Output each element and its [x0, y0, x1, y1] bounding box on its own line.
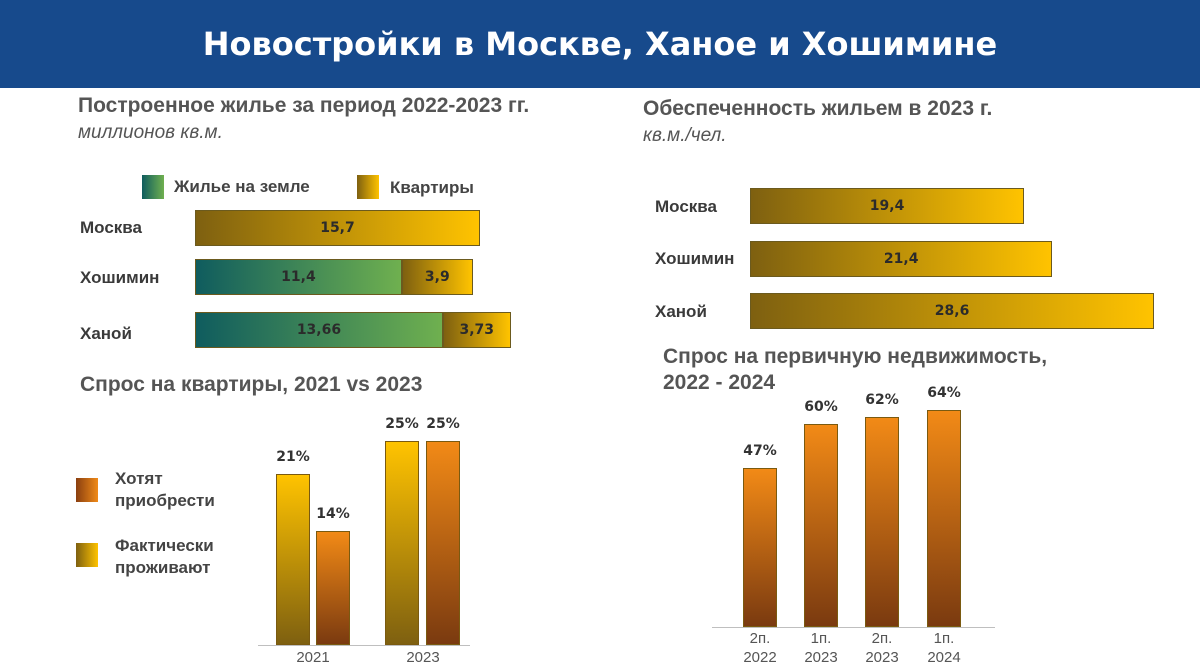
bar-want-to-buy [316, 530, 350, 645]
bar-value-label: 21% [276, 448, 310, 465]
bar-housing-provision: 21,4 [750, 241, 1053, 277]
bar-want-to-buy [426, 441, 460, 645]
bar-value-label: 28,6 [934, 303, 970, 319]
category-label: Москва [655, 197, 717, 216]
built-housing-title: Построенное жилье за период 2022-2023 гг… [78, 94, 530, 117]
category-label: Хошимин [80, 268, 160, 287]
bar-actually-live [385, 441, 419, 645]
bar-apartments: 3,73 [442, 312, 511, 348]
x-tick-label: 2п. 2023 [865, 630, 899, 666]
legend-label-land-housing: Жилье на земле [174, 177, 310, 196]
bar-value-label: 47% [743, 442, 777, 459]
legend-label-actually-live: Фактически проживают [115, 536, 214, 577]
legend-swatch-want-to-buy [76, 478, 98, 502]
bar-value-label: 62% [865, 391, 899, 408]
bar-primary-demand [927, 410, 961, 627]
bar-value-label: 3,9 [424, 269, 450, 285]
bar-value-label: 15,7 [320, 220, 355, 236]
bar-value-label: 21,4 [883, 251, 919, 267]
category-label: Москва [80, 218, 142, 237]
category-label: Ханой [80, 324, 132, 343]
legend-swatch-actually-live [76, 543, 98, 567]
x-tick-label: 2023 [406, 649, 440, 666]
bar-value-label: 60% [804, 398, 838, 415]
primary-demand-title-line1: Спрос на первичную недвижимость, [663, 345, 1048, 368]
legend-label-want-to-buy: Хотят приобрести [115, 469, 215, 510]
legend-swatch-apartments [357, 175, 379, 199]
legend-label-apartments: Квартиры [390, 178, 474, 197]
bar-housing-provision: 28,6 [750, 293, 1155, 329]
bar-value-label: 3,73 [459, 322, 495, 338]
bar-land-housing: 13,66 [195, 312, 443, 348]
bar-land-housing: 11,4 [195, 259, 402, 295]
bar-apartments: 15,7 [195, 210, 480, 246]
bar-value-label: 25% [426, 416, 460, 432]
x-tick-label: 1п. 2023 [804, 630, 838, 666]
housing-provision-subtitle: кв.м./чел. [643, 125, 727, 146]
bar-value-label: 14% [316, 505, 350, 522]
bar-primary-demand [804, 423, 838, 627]
bar-value-label: 25% [385, 416, 419, 432]
bar-apartments: 3,9 [401, 259, 473, 295]
page-title: Новостройки в Москве, Ханое и Хошимине [202, 25, 998, 63]
bar-primary-demand [743, 467, 777, 627]
bar-housing-provision: 19,4 [750, 188, 1025, 224]
housing-provision-title: Обеспеченность жильем в 2023 г. [643, 97, 993, 120]
x-axis-line [712, 627, 995, 628]
built-housing-subtitle: миллионов кв.м. [78, 122, 223, 143]
apartment-demand-title: Спрос на квартиры, 2021 vs 2023 [80, 373, 423, 396]
x-axis-line [258, 645, 470, 646]
bar-primary-demand [865, 416, 899, 627]
x-tick-label: 2021 [296, 649, 330, 666]
bar-value-label: 13,66 [296, 322, 342, 338]
category-label: Хошимин [655, 249, 735, 268]
x-tick-label: 2п. 2022 [743, 630, 777, 666]
bar-actually-live [276, 473, 310, 645]
primary-demand-title-line2: 2022 - 2024 [663, 371, 776, 394]
header-banner: Новостройки в Москве, Ханое и Хошимине [0, 0, 1200, 88]
bar-value-label: 64% [927, 385, 961, 402]
category-label: Ханой [655, 302, 707, 321]
legend-swatch-land-housing [142, 175, 164, 199]
bar-value-label: 19,4 [869, 198, 905, 214]
bar-value-label: 11,4 [281, 269, 316, 285]
x-tick-label: 1п. 2024 [927, 630, 961, 666]
